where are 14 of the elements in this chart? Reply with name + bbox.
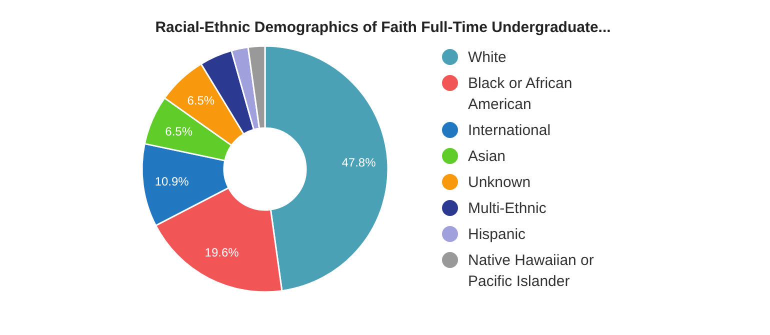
- legend-label: International: [468, 122, 551, 139]
- data-label: 6.5%: [165, 124, 193, 138]
- data-label: 47.8%: [342, 156, 376, 170]
- data-label: 19.6%: [204, 245, 240, 260]
- legend-label: Native Hawaiian or Pacific Islander: [468, 252, 594, 290]
- legend-label: Asian: [468, 148, 506, 165]
- legend-label: White: [468, 49, 506, 66]
- chart-title: Racial-Ethnic Demographics of Faith Full-Time Undergraduate...: [155, 19, 611, 36]
- data-label: 6.5%: [187, 93, 215, 108]
- legend-label: Unknown: [468, 174, 531, 191]
- data-label: 10.9%: [154, 174, 190, 189]
- legend-label: Multi-Ethnic: [468, 200, 547, 217]
- legend-label: Black or African American: [468, 75, 572, 113]
- legend-label: Hispanic: [468, 226, 526, 243]
